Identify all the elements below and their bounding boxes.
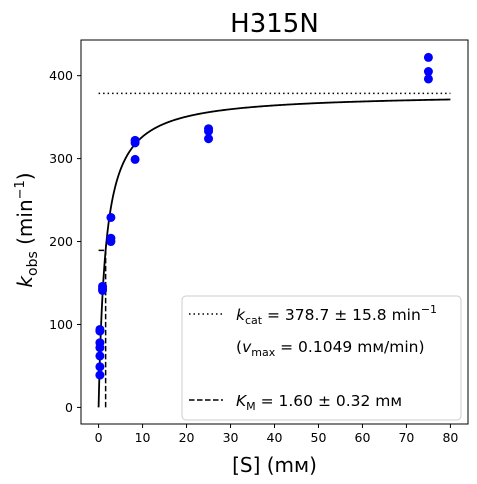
x-tick-label: 10 <box>135 430 151 445</box>
x-tick-label: 20 <box>179 430 195 445</box>
x-tick-label: 30 <box>223 430 239 445</box>
y-tick-label: 100 <box>49 317 73 332</box>
x-tick-label: 70 <box>398 430 414 445</box>
data-point <box>204 124 214 134</box>
data-point <box>95 351 105 361</box>
y-tick-label: 200 <box>49 234 73 249</box>
legend-kcat-label: kcat = 378.7 ± 15.8 min−1 <box>236 303 437 327</box>
data-point <box>130 154 140 164</box>
x-tick-label: 40 <box>267 430 283 445</box>
x-tick-label: 50 <box>311 430 327 445</box>
data-point <box>95 324 105 334</box>
fit-curve <box>97 98 451 408</box>
plot-area <box>95 52 451 408</box>
chart-title: H315N <box>230 9 319 39</box>
x-tick-label: 0 <box>95 430 103 445</box>
x-tick-label: 60 <box>355 430 371 445</box>
data-point <box>106 233 116 243</box>
data-point <box>98 281 108 291</box>
data-point <box>423 74 433 84</box>
data-point <box>204 134 214 144</box>
data-point <box>106 212 116 222</box>
legend-box <box>181 295 462 421</box>
y-tick-label: 400 <box>49 68 73 83</box>
data-point <box>130 135 140 145</box>
data-point <box>423 67 433 77</box>
y-tick-label: 0 <box>65 400 73 415</box>
data-point <box>95 370 105 380</box>
x-tick-label: 80 <box>442 430 458 445</box>
x-axis-label: [S] (mм) <box>232 453 317 477</box>
data-point <box>95 338 105 348</box>
axis-ticks: 0 10 20 30 40 50 60 70 80 0 100 200 300 400 <box>49 68 458 445</box>
legend-vmax-label: (vmax = 0.1049 mм/min) <box>236 338 425 359</box>
legend: kcat = 378.7 ± 15.8 min−1 (vmax = 0.1049… <box>181 295 462 421</box>
y-tick-label: 300 <box>49 151 73 166</box>
y-axis-label: kobs (min−1) <box>13 172 41 287</box>
data-point <box>95 362 105 372</box>
legend-km-label: KM = 1.60 ± 0.32 mм <box>236 392 402 413</box>
data-point <box>423 52 433 62</box>
